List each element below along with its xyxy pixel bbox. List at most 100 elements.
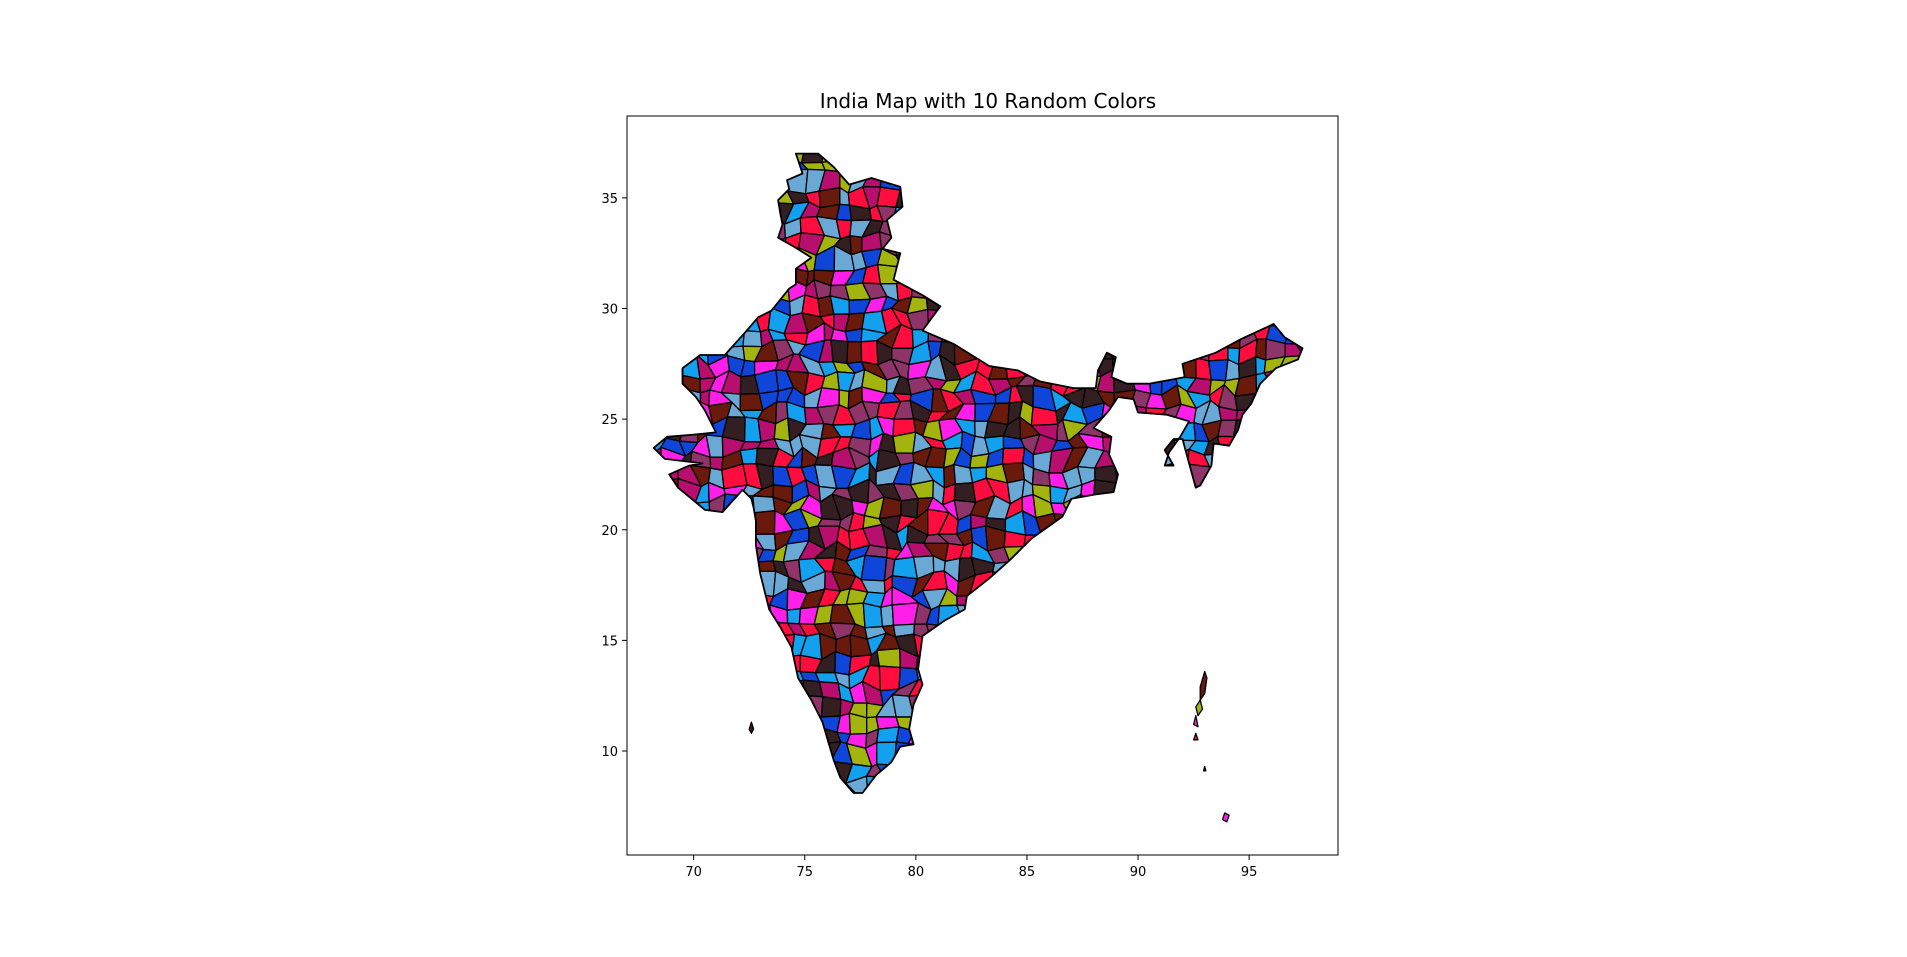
- district-region: [923, 153, 946, 159]
- district-region: [1175, 543, 1197, 560]
- district-region: [1206, 280, 1229, 302]
- district-region: [1021, 127, 1039, 145]
- district-region: [968, 771, 997, 794]
- district-region: [1248, 652, 1272, 672]
- district-region: [1018, 648, 1039, 669]
- district-region: [1006, 153, 1028, 178]
- district-region: [653, 480, 669, 502]
- district-region: [814, 760, 832, 777]
- district-region: [1319, 230, 1331, 250]
- district-region: [736, 153, 762, 158]
- district-region: [943, 157, 964, 176]
- district-region: [1263, 202, 1288, 221]
- district-region: [1267, 549, 1288, 567]
- district-region: [1101, 416, 1119, 439]
- district-region: [1241, 268, 1260, 289]
- district-region: [705, 634, 732, 660]
- district-region: [1050, 715, 1071, 730]
- district-region: [931, 711, 943, 738]
- district-region: [1066, 647, 1090, 676]
- district-region: [705, 740, 730, 767]
- district-region: [1202, 199, 1229, 224]
- district-region: [659, 571, 679, 599]
- district-region: [1219, 500, 1241, 516]
- district-region: [634, 654, 649, 670]
- district-region: [954, 312, 976, 328]
- district-region: [677, 497, 696, 519]
- district-region: [721, 263, 746, 288]
- district-region: [1190, 250, 1213, 271]
- district-region: [958, 743, 981, 763]
- district-region: [1066, 171, 1082, 191]
- district-region: [1081, 263, 1105, 281]
- district-region: [830, 339, 849, 365]
- district-region: [663, 517, 684, 535]
- district-region: [1282, 603, 1301, 623]
- district-region: [1049, 637, 1071, 652]
- district-region: [897, 804, 913, 825]
- district-region: [1155, 496, 1181, 513]
- district-region: [653, 572, 663, 599]
- district-region: [907, 742, 934, 767]
- district-region: [1264, 773, 1291, 794]
- district-region: [1313, 250, 1331, 268]
- district-region: [1187, 463, 1212, 489]
- district-region: [756, 202, 779, 219]
- district-region: [1282, 404, 1303, 428]
- district-region: [1025, 572, 1042, 598]
- district-region: [1078, 713, 1103, 736]
- district-region: [739, 254, 764, 267]
- district-region: [662, 291, 683, 317]
- district-region: [1192, 810, 1208, 824]
- district-region: [1334, 699, 1347, 716]
- district-region: [758, 261, 779, 279]
- district-region: [1061, 252, 1083, 273]
- district-region: [1278, 173, 1303, 189]
- district-region: [1218, 294, 1245, 315]
- district-region: [1145, 217, 1161, 235]
- district-region: [1034, 623, 1051, 643]
- district-region: [1112, 554, 1135, 582]
- district-region: [1314, 527, 1335, 551]
- district-region: [1053, 328, 1069, 347]
- district-region: [823, 774, 840, 794]
- district-region: [1131, 479, 1152, 502]
- district-region: [923, 668, 942, 688]
- district-region: [1269, 477, 1284, 505]
- district-region: [1312, 773, 1336, 794]
- district-region: [1270, 284, 1291, 298]
- district-region: [1000, 127, 1021, 145]
- district-region: [1267, 789, 1287, 794]
- district-region: [1317, 173, 1336, 194]
- district-region: [1216, 153, 1238, 171]
- district-region: [653, 420, 654, 441]
- district-region: [773, 127, 789, 147]
- district-region: [976, 684, 991, 699]
- district-region: [989, 230, 1009, 255]
- district-region: [1312, 346, 1335, 356]
- district-region: [922, 247, 945, 267]
- district-region: [1278, 184, 1303, 211]
- district-region: [820, 127, 836, 146]
- district-region: [1050, 278, 1073, 298]
- district-region: [1001, 187, 1027, 202]
- district-region: [722, 586, 749, 610]
- district-region: [1188, 199, 1210, 223]
- district-region: [1070, 184, 1083, 203]
- district-region: [1107, 588, 1134, 611]
- district-region: [1002, 308, 1026, 330]
- district-region: [708, 795, 732, 813]
- district-region: [865, 127, 882, 145]
- district-region: [1092, 502, 1116, 518]
- district-region: [1219, 620, 1242, 645]
- district-region: [1331, 729, 1347, 747]
- district-region: [1052, 249, 1064, 273]
- district-region: [705, 153, 729, 178]
- district-region: [1049, 171, 1072, 192]
- district-region: [1116, 186, 1129, 210]
- district-region: [741, 230, 759, 257]
- district-region: [1030, 244, 1055, 270]
- district-region: [1139, 184, 1159, 211]
- district-region: [1319, 742, 1331, 763]
- district-region: [1068, 127, 1084, 147]
